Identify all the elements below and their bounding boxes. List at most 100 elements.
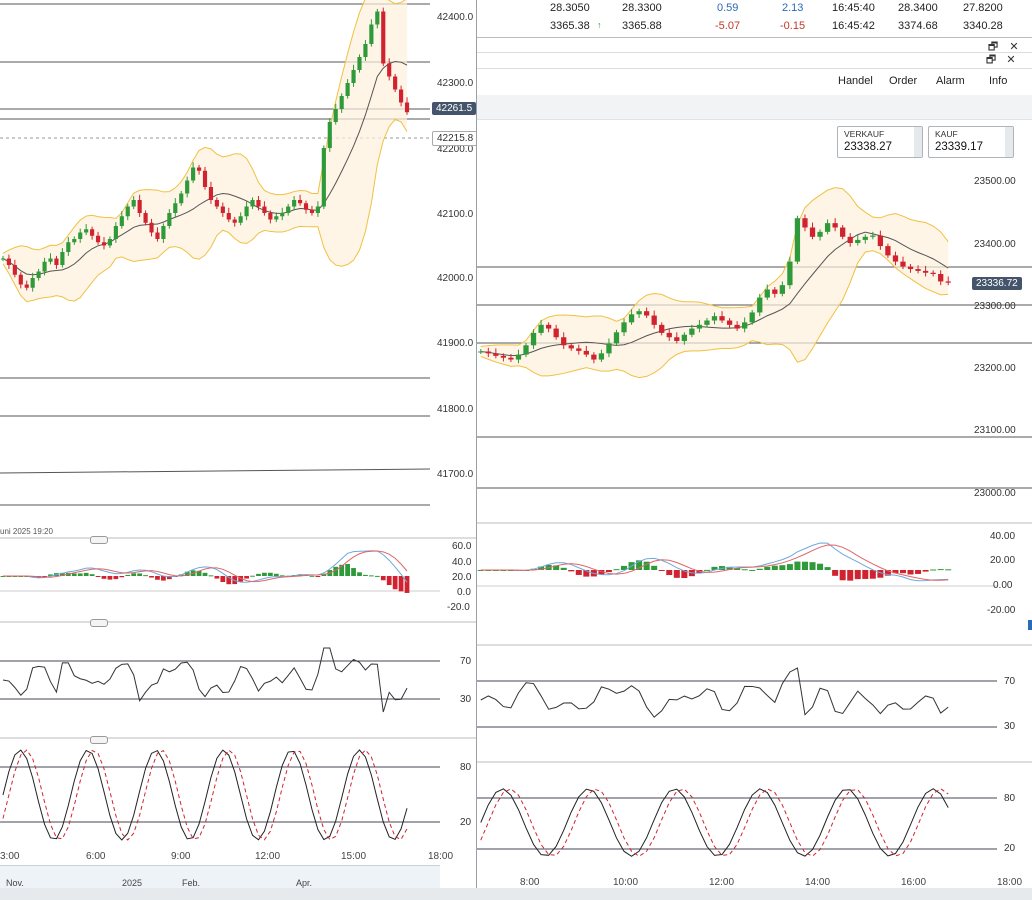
trend-line: [0, 468, 431, 474]
candle-body: [809, 227, 816, 237]
navigator-label: Feb.: [182, 878, 201, 888]
buy-button[interactable]: KAUF 23339.17: [928, 126, 1014, 158]
macd-histogram-bar: [673, 570, 680, 578]
pane-resize-handle[interactable]: [90, 536, 108, 544]
quote-row[interactable]: 28.3050 28.3300 0.59 2.13 16:45:40 28.34…: [477, 0, 1032, 18]
sell-button[interactable]: VERKAUF 23338.27: [837, 126, 923, 158]
close-icon[interactable]: ✕: [1006, 54, 1016, 66]
signal-line: [480, 544, 949, 581]
price-tick: 23100.00: [974, 425, 1016, 436]
candle-body: [36, 271, 41, 278]
macd-histogram-bar: [869, 570, 876, 579]
candle-body: [628, 314, 635, 323]
candle-body: [832, 223, 838, 228]
navigator-bar[interactable]: Nov. 2025 Feb. Apr.: [0, 865, 440, 889]
time-tick: 3:00: [0, 851, 20, 862]
macd-histogram-bar: [636, 560, 643, 570]
price-tick: 42300.0: [437, 78, 474, 89]
macd-histogram-bar: [651, 565, 658, 570]
macd-histogram-bar: [315, 576, 321, 577]
restore-icon[interactable]: 🗗: [985, 54, 997, 66]
quote-row[interactable]: 3365.38 ↑ 3365.88 -5.07 -0.15 16:45:42 3…: [477, 18, 1032, 36]
macd-histogram-bar: [398, 576, 404, 592]
menu-order[interactable]: Order: [889, 75, 918, 87]
rsi-tick: 70: [460, 656, 472, 667]
candle-body: [315, 206, 320, 213]
macd-histogram-bar: [60, 572, 65, 576]
candle-body: [18, 274, 23, 285]
candle-body: [226, 213, 231, 220]
candle-body: [945, 281, 951, 283]
quote-bid: 3365.38: [550, 20, 590, 32]
restore-icon[interactable]: 🗗: [987, 41, 999, 53]
menu-info[interactable]: Info: [989, 75, 1008, 87]
candle-body: [734, 324, 740, 329]
macd-tick: -20.0: [447, 602, 470, 613]
candle-body: [220, 206, 225, 213]
candle-body: [345, 83, 350, 96]
time-tick: 12:00: [255, 851, 281, 862]
macd-histogram-bar: [756, 568, 763, 570]
macd-histogram-bar: [196, 570, 202, 576]
candle-body: [179, 193, 184, 204]
candle-body: [568, 345, 574, 349]
candle-body: [938, 274, 944, 282]
candle-body: [333, 109, 338, 122]
pane-resize-handle[interactable]: [90, 619, 108, 627]
macd-histogram-bar: [553, 565, 560, 570]
candle-body: [583, 350, 589, 355]
macd-histogram-bar: [351, 568, 356, 576]
candle-body: [66, 242, 71, 252]
candle-body: [817, 231, 823, 237]
pane-resize-handle[interactable]: [90, 736, 108, 744]
candle-body: [30, 278, 35, 288]
candle-body: [363, 44, 368, 57]
macd-histogram-bar: [568, 570, 575, 572]
candle-body: [779, 285, 785, 294]
candle-body: [742, 322, 748, 329]
macd-histogram-bar: [749, 569, 756, 571]
macd-histogram-bar: [560, 567, 567, 570]
candle-body: [915, 269, 921, 271]
candle-body: [530, 332, 537, 346]
candle-body: [369, 24, 374, 44]
candle-body: [238, 216, 243, 223]
macd-histogram-bar: [83, 572, 89, 576]
navigator-label: Nov.: [6, 878, 24, 888]
macd-histogram-bar: [703, 569, 710, 571]
candle-body: [922, 270, 929, 273]
scroll-marker[interactable]: [1028, 620, 1032, 630]
macd-histogram-bar: [681, 570, 688, 579]
candle-body: [297, 200, 303, 204]
macd-histogram-bar: [884, 570, 891, 576]
macd-histogram-bar: [779, 565, 786, 570]
macd-tick: 40.0: [452, 557, 472, 568]
macd-histogram-bar: [477, 570, 484, 571]
candle-body: [545, 324, 552, 329]
candle-body: [478, 351, 484, 353]
macd-histogram-bar: [899, 570, 907, 574]
close-icon[interactable]: ✕: [1009, 41, 1019, 53]
candle-body: [119, 216, 124, 226]
right-chart-canvas[interactable]: [477, 0, 1032, 900]
right-chart-panel[interactable]: 28.3050 28.3300 0.59 2.13 16:45:40 28.34…: [477, 0, 1032, 900]
menu-handel[interactable]: Handel: [838, 75, 873, 87]
time-tick: 6:00: [86, 851, 106, 862]
macd-histogram-bar: [374, 575, 380, 577]
candle-body: [930, 272, 936, 274]
menu-alarm[interactable]: Alarm: [936, 75, 965, 87]
macd-histogram-bar: [101, 576, 107, 579]
left-chart-panel[interactable]: 42400.0 42300.0 42200.0 42100.0 42000.0 …: [0, 0, 477, 900]
macd-histogram-bar: [357, 572, 362, 576]
candle-body: [802, 218, 808, 228]
candle-body: [167, 213, 172, 226]
candle-body: [113, 226, 118, 239]
rsi-tick: 70: [1004, 676, 1016, 687]
candle-body: [689, 328, 695, 335]
candle-body: [54, 258, 59, 265]
left-chart-canvas[interactable]: [0, 0, 477, 900]
candle-body: [787, 261, 793, 286]
candle-body: [274, 216, 279, 220]
signal-line: [2, 550, 408, 583]
candle-body: [764, 289, 770, 298]
